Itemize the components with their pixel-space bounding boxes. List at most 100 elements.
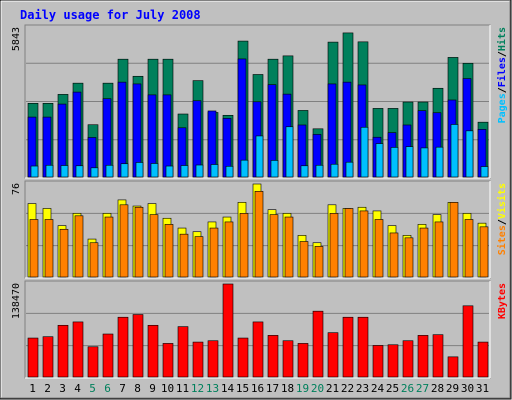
- bar-sites-day-23: [359, 210, 369, 278]
- bar-pages-day-19: [300, 165, 309, 178]
- bar-sites-day-19: [299, 241, 309, 278]
- x-tick-label: 29: [446, 382, 459, 395]
- bar-sites-day-26: [404, 237, 414, 278]
- bar-kbytes-day-11: [177, 326, 189, 378]
- panel-legend: KBytes: [497, 283, 508, 319]
- bar-pages-day-24: [375, 143, 384, 178]
- bar-sites-day-21: [329, 213, 339, 278]
- x-tick-label: 4: [74, 382, 81, 395]
- panel-kbytes: 138470 KBytes: [11, 280, 508, 379]
- bar-pages-day-13: [210, 164, 219, 178]
- bar-pages-day-17: [270, 160, 279, 178]
- bar-pages-day-6: [105, 164, 114, 178]
- bar-kbytes-day-10: [162, 343, 174, 378]
- bar-sites-day-7: [119, 204, 129, 278]
- bar-sites-day-18: [284, 216, 294, 278]
- bar-kbytes-day-14: [222, 283, 234, 378]
- bar-kbytes-day-20: [312, 310, 324, 378]
- bar-files-day-4: [72, 91, 82, 178]
- x-tick-label: 27: [416, 382, 429, 395]
- bar-kbytes-day-31: [477, 341, 489, 378]
- bar-kbytes-day-16: [252, 321, 264, 378]
- bar-kbytes-day-21: [327, 332, 339, 378]
- bar-pages-day-12: [195, 164, 204, 178]
- bar-kbytes-day-22: [342, 316, 354, 378]
- bar-kbytes-day-13: [207, 340, 219, 378]
- x-tick-label: 23: [356, 382, 369, 395]
- bar-sites-day-15: [239, 213, 249, 278]
- bar-pages-day-10: [165, 165, 174, 178]
- bar-sites-day-9: [149, 214, 159, 278]
- bar-kbytes-day-4: [72, 321, 84, 378]
- x-tick-label: 25: [386, 382, 399, 395]
- legend-part: KBytes: [497, 283, 508, 319]
- legend-part: Sites: [496, 225, 508, 255]
- legend-part: /: [497, 51, 508, 57]
- legend-part: /: [497, 219, 508, 225]
- bar-kbytes-day-29: [447, 356, 459, 378]
- x-tick-label: 31: [476, 382, 489, 395]
- bar-kbytes-day-12: [192, 341, 204, 378]
- bar-pages-day-18: [285, 126, 294, 178]
- bar-kbytes-day-25: [387, 344, 399, 378]
- bar-files-day-15: [237, 58, 247, 178]
- legend-part: Files: [496, 57, 508, 87]
- bar-kbytes-day-19: [297, 343, 309, 378]
- bar-kbytes-day-6: [102, 333, 114, 378]
- panel-max-label: 138470: [11, 283, 22, 319]
- x-tick-label: 21: [326, 382, 339, 395]
- x-tick-label: 6: [104, 382, 111, 395]
- bar-sites-day-20: [314, 246, 324, 278]
- bar-kbytes-day-18: [282, 340, 294, 378]
- bar-sites-day-27: [419, 227, 429, 278]
- bar-sites-day-28: [434, 221, 444, 278]
- x-tick-label: 9: [149, 382, 156, 395]
- x-tick-label: 28: [431, 382, 444, 395]
- panel-legend: Pages/Files/Hits: [496, 27, 508, 123]
- bar-kbytes-day-15: [237, 337, 249, 378]
- x-tick-label: 5: [89, 382, 96, 395]
- x-tick-label: 19: [296, 382, 309, 395]
- bar-pages-day-8: [135, 162, 144, 178]
- x-tick-label: 24: [371, 382, 385, 395]
- bar-sites-day-1: [29, 219, 39, 278]
- bar-sites-day-17: [269, 214, 279, 278]
- panel-max-label: 76: [11, 183, 22, 195]
- bar-pages-day-15: [240, 159, 249, 178]
- bar-kbytes-day-30: [462, 305, 474, 378]
- bar-pages-day-28: [435, 146, 444, 178]
- bar-files-day-10: [162, 94, 172, 178]
- bar-sites-day-13: [209, 227, 219, 278]
- bar-sites-day-4: [74, 215, 84, 278]
- x-tick-label: 2: [44, 382, 51, 395]
- x-tick-label: 16: [251, 382, 264, 395]
- panel-legend: Sites/Visits: [496, 183, 508, 255]
- bar-pages-day-30: [465, 130, 474, 178]
- x-tick-label: 14: [221, 382, 235, 395]
- x-tick-label: 22: [341, 382, 354, 395]
- bar-pages-day-25: [390, 147, 399, 178]
- bar-pages-day-23: [360, 126, 369, 178]
- bar-pages-day-14: [225, 165, 234, 178]
- bar-pages-day-11: [180, 165, 189, 178]
- bar-pages-day-22: [345, 161, 354, 178]
- bar-sites-day-24: [374, 219, 384, 278]
- bar-kbytes-day-7: [117, 316, 129, 378]
- bar-pages-day-20: [315, 164, 324, 178]
- chart-title: Daily usage for July 2008: [20, 8, 201, 22]
- bar-kbytes-day-23: [357, 316, 369, 378]
- bar-kbytes-day-2: [42, 336, 54, 378]
- x-tick-label: 17: [266, 382, 279, 395]
- x-tick-label: 12: [191, 382, 204, 395]
- x-tick-label: 10: [161, 382, 174, 395]
- x-tick-label: 7: [119, 382, 126, 395]
- panel-visits-sites: 76 Sites/Visits: [11, 180, 508, 279]
- bar-sites-day-2: [44, 219, 54, 278]
- bar-sites-day-25: [389, 232, 399, 278]
- bar-kbytes-day-9: [147, 324, 159, 378]
- bar-sites-day-30: [464, 219, 474, 278]
- x-tick-label: 13: [206, 382, 219, 395]
- bar-kbytes-day-3: [57, 324, 69, 378]
- legend-part: /: [497, 87, 508, 93]
